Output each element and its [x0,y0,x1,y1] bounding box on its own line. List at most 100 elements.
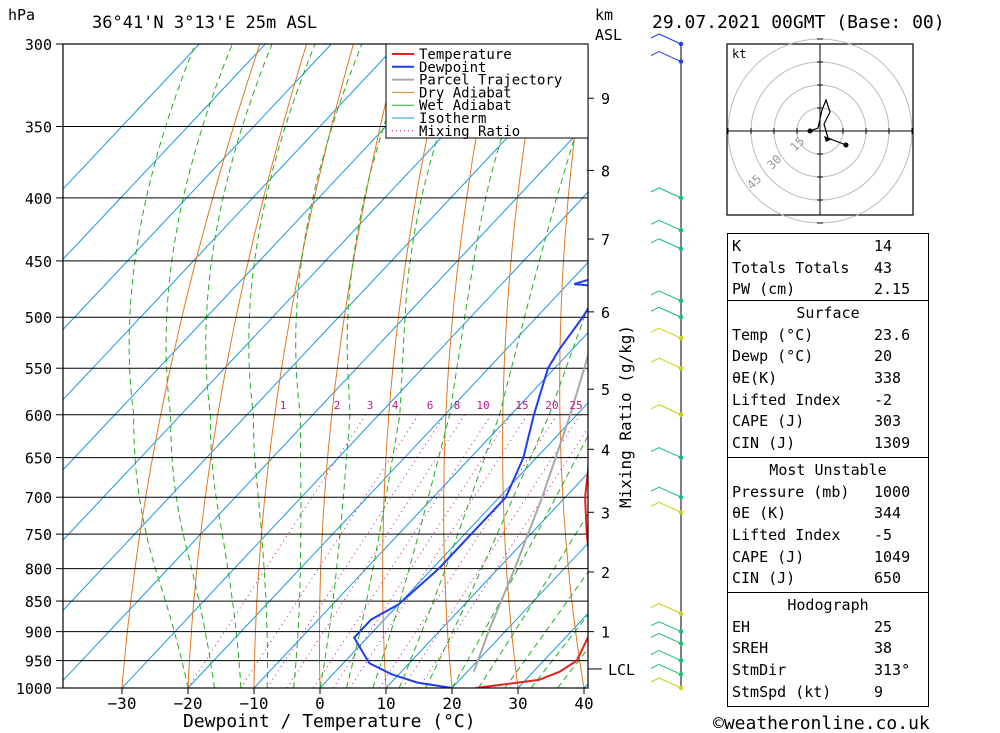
lcl-label: LCL [608,661,635,679]
index-value: 23.6 [874,325,911,344]
wind-barb-flag [650,501,660,507]
pressure-tick-label: 950 [25,653,52,671]
wind-barb [658,33,682,45]
wind-barb-flag [650,33,660,39]
datetime-title: 29.07.2021 00GMT (Base: 00) [652,12,945,33]
wind-barb [658,501,682,513]
website-credit: ©weatheronline.co.uk [713,713,930,733]
isotherm-line [63,44,530,541]
hodograph-index-row: SREH 38 [732,638,924,659]
km-tick-label: 5 [601,381,610,399]
pressure-tick-label: 450 [25,253,52,271]
pressure-tick-label: 300 [25,36,52,54]
isotherm-line [63,44,464,471]
wind-barb-flag [650,238,660,244]
wet-adiabat-line [205,44,273,688]
index-name: Temp (°C) [732,325,814,344]
general-index-row: PW (cm) 2.15 [732,279,924,300]
index-value: 1309 [874,434,911,452]
unstable-index-row: CAPE (J) 1049 [732,547,924,568]
index-name: StmDir [732,660,787,679]
hodograph-point [843,142,849,148]
isotherm-line [63,44,200,190]
general-index-row: Totals Totals 43 [732,258,924,279]
unstable-index-row: CIN (J) 650 [732,568,924,589]
index-value: 303 [874,412,902,431]
wind-dot [678,366,684,371]
wet-adiabat-line [319,44,414,688]
storm-motion-arrow [824,136,832,142]
wind-barb-flag [650,187,660,193]
legend-entry: Dewpoint [419,60,486,76]
index-value: 20 [874,347,893,366]
wind-barb [658,187,682,199]
index-name: K [732,237,742,255]
wind-barb-flag [650,447,660,453]
wind-barb [658,632,682,644]
mixing-ratio-label: 15 [515,399,528,412]
plot-frame [62,43,589,689]
mixing-ratio-label: 6 [427,399,434,412]
isotherm-line [63,51,588,612]
wind-barb-flag [650,621,660,627]
index-name: EH [732,617,751,636]
temp-tick-label: 0 [315,694,325,713]
km-tick-label: 9 [601,90,610,108]
mixing-ratio-label: 20 [545,399,558,412]
temperature-line [475,461,588,688]
km-tick-label: 8 [601,162,610,180]
indices-unstable-box: Most Unstable Pressure (mb) 1000 θE (K) 344 L… [727,457,929,594]
wet-adiabat-line [504,571,588,688]
wind-dot [678,672,684,677]
index-value: 14 [874,237,893,255]
index-name: Lifted Index [732,525,841,544]
temp-tick-label: 40 [574,694,593,713]
wind-barb-flag [650,486,660,492]
wind-dot [678,495,684,500]
isotherm-line [187,261,588,688]
isotherm-line [451,542,588,688]
wind-dot [678,629,684,634]
parcel-trajectory-line [472,351,588,673]
wind-barb-flag [650,664,660,669]
dry-adiabat-line [318,44,401,688]
mixing-ratio-label: 8 [454,399,461,412]
wind-dot [678,685,684,691]
index-value: 25 [874,617,893,636]
index-name: PW (cm) [732,280,796,299]
wind-barb-flag [650,404,660,410]
index-name: Dewp (°C) [732,347,814,366]
index-name: StmSpd (kt) [732,682,832,701]
mixing-ratio-line [240,414,419,688]
mixing-ratio-label: 10 [476,399,489,412]
hodograph-point [807,128,813,134]
wind-dot [678,336,684,341]
surface-index-row: CAPE (J) 303 [732,411,924,432]
index-name: CIN (J) [732,434,796,452]
mixing-ratio-label: 4 [392,399,399,412]
index-name: CAPE (J) [732,412,805,431]
index-name: CAPE (J) [732,547,805,566]
index-name: SREH [732,639,769,658]
temp-tick-label: 20 [442,694,461,713]
wind-barb [658,486,682,498]
hodograph-unit: kt [732,47,746,61]
unstable-index-title: Most Unstable [769,461,887,479]
temp-tick-label: −10 [240,694,269,713]
wind-barb-flag [650,650,660,656]
isotherm-line [63,44,266,261]
hodograph-trace [809,98,847,146]
mixing-ratio-label: 1 [280,399,287,412]
wind-barb-flag [650,51,660,56]
pressure-tick-label: 900 [25,624,52,642]
index-value: 9 [874,682,884,701]
wet-adiabat-line [372,44,536,688]
wind-barb [658,327,682,339]
pressure-tick-label: 600 [25,407,52,425]
wind-barb-flag [650,603,660,608]
index-name: Totals Totals [732,258,850,277]
mixing-ratio-line [402,414,581,688]
mixing-ratio-label: 3 [367,399,374,412]
dewpoint-line [352,58,588,688]
